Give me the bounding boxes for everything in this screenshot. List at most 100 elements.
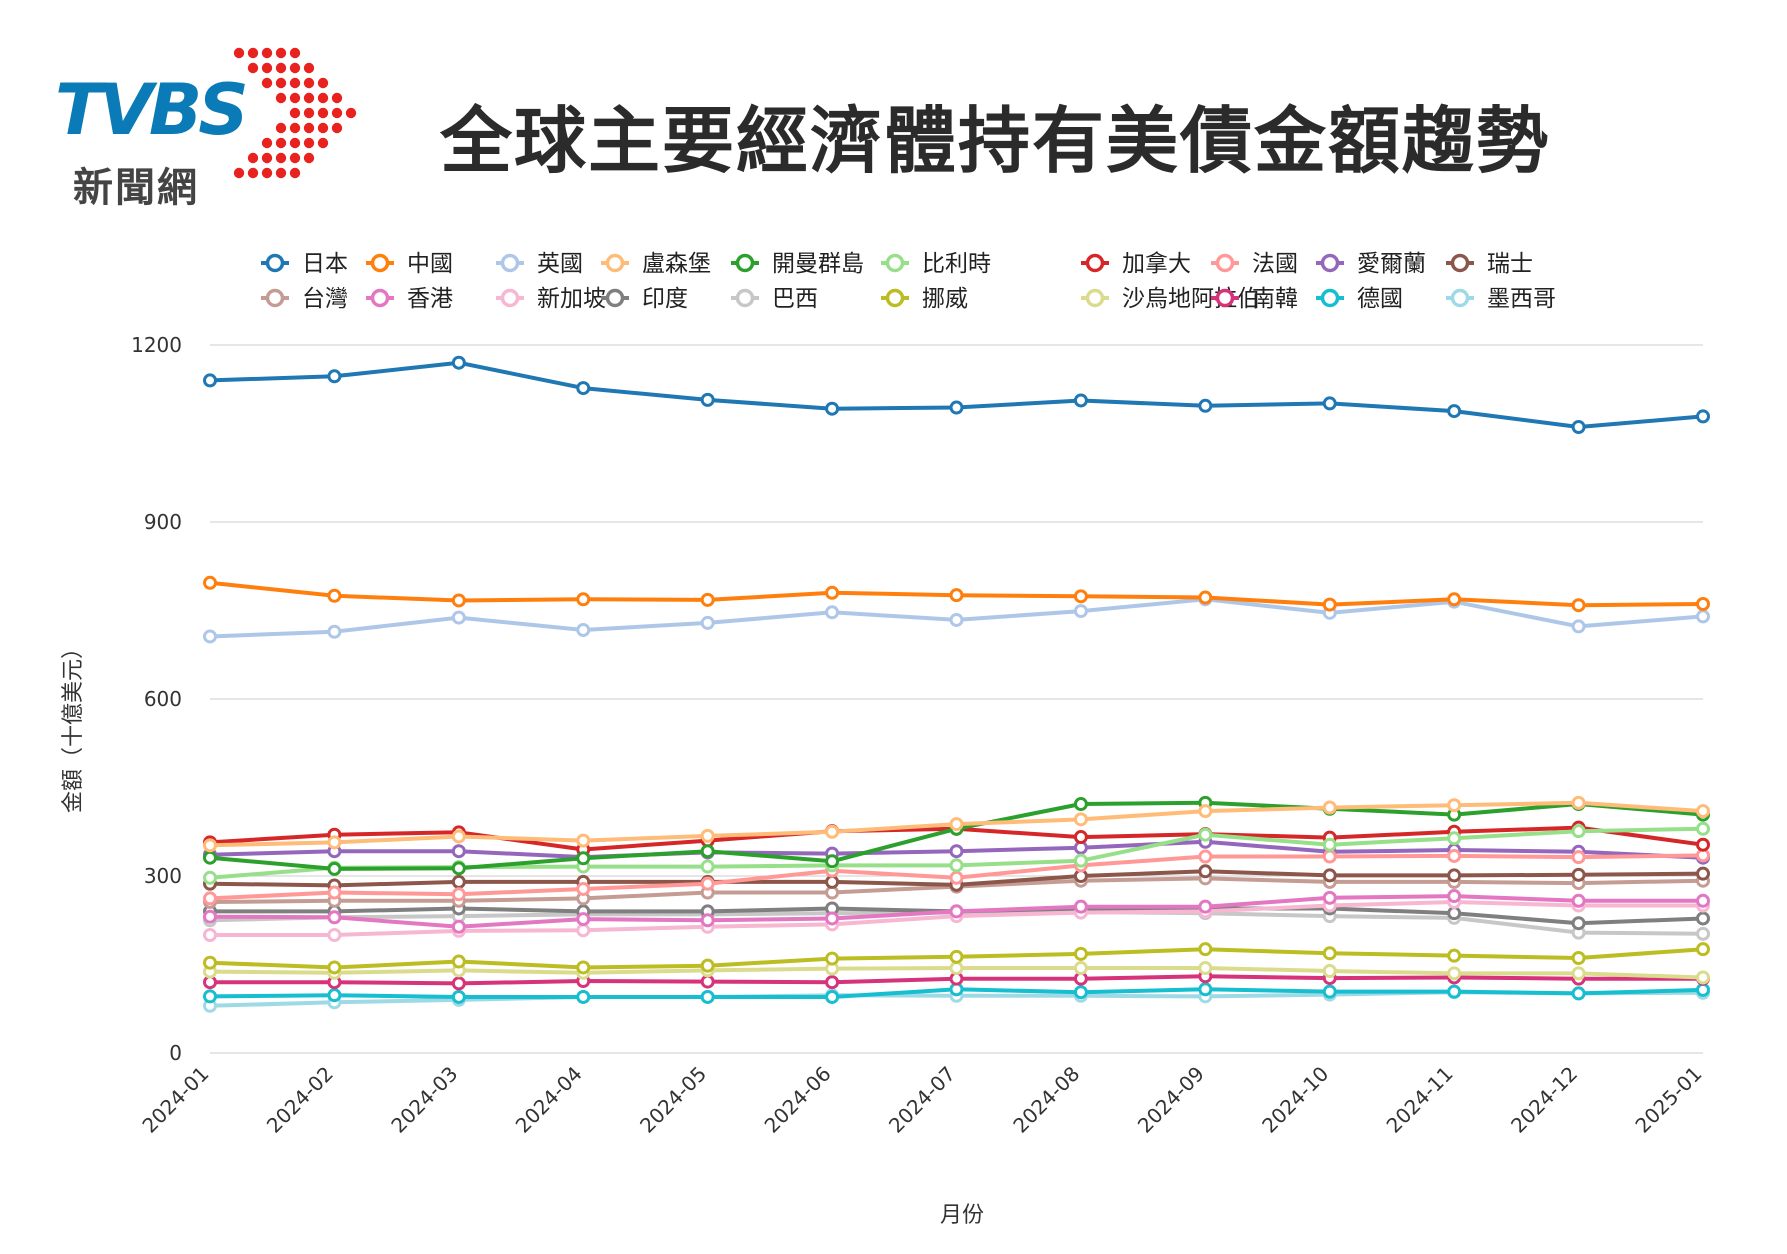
data-point — [1447, 948, 1462, 963]
legend-swatch-marker — [1320, 253, 1340, 273]
data-point — [327, 885, 342, 900]
data-point — [1696, 926, 1710, 941]
data-point — [203, 989, 217, 1004]
data-point — [1198, 864, 1213, 879]
legend-label: 中國 — [407, 251, 453, 277]
data-point — [825, 854, 840, 869]
data-point — [576, 851, 591, 866]
data-point — [1322, 849, 1337, 864]
data-point — [1073, 797, 1088, 812]
legend-swatch-marker — [605, 253, 625, 273]
data-point — [327, 588, 342, 603]
x-tick-label: 2025-01 — [1630, 1062, 1706, 1138]
data-point — [451, 989, 466, 1004]
series-1 — [203, 355, 1710, 435]
data-point — [825, 951, 840, 966]
legend-swatch-marker — [735, 288, 755, 308]
x-axis-title: 月份 — [940, 1203, 984, 1228]
data-point — [203, 909, 217, 924]
y-tick-label: 0 — [169, 1041, 182, 1065]
legend-label: 開曼群島 — [772, 251, 864, 277]
data-point — [1073, 985, 1088, 1000]
logo-dot — [275, 137, 287, 149]
data-point — [1073, 830, 1088, 845]
data-point — [1447, 966, 1462, 981]
data-point — [576, 960, 591, 975]
legend-label: 英國 — [537, 251, 583, 277]
data-point — [1571, 824, 1586, 839]
data-point — [949, 858, 964, 873]
logo-dot — [247, 47, 259, 59]
data-point — [700, 615, 715, 630]
legend-item: 英國 — [496, 251, 583, 277]
logo-dot — [317, 137, 329, 149]
legend-swatch-marker — [1085, 288, 1105, 308]
logo-dot — [303, 137, 315, 149]
y-tick-label: 1200 — [131, 333, 182, 357]
x-tick-label: 2024-03 — [386, 1062, 462, 1138]
data-point — [451, 954, 466, 969]
data-point — [1571, 619, 1586, 634]
legend-label: 台灣 — [302, 286, 348, 312]
legend-label: 墨西哥 — [1487, 286, 1556, 312]
x-tick-label: 2024-01 — [137, 1062, 213, 1138]
x-tick-label: 2024-11 — [1382, 1062, 1458, 1138]
logo-dot — [303, 107, 315, 119]
data-point — [451, 610, 466, 625]
logo-dot — [261, 167, 273, 179]
data-point — [203, 575, 217, 590]
logo-dot — [331, 92, 343, 104]
legend-item: 開曼群島 — [731, 251, 864, 277]
data-point — [825, 874, 840, 889]
data-point — [700, 828, 715, 843]
legend-item: 中國 — [366, 251, 453, 277]
logo-dot — [275, 62, 287, 74]
tvbs-logo: TVBS 新聞網 — [55, 45, 365, 211]
legend-item: 加拿大 — [1081, 250, 1191, 277]
legend-item: 日本 — [261, 251, 348, 277]
data-point — [1198, 961, 1213, 976]
legend-label: 新加坡 — [537, 286, 606, 312]
logo-dot — [275, 122, 287, 134]
data-point — [1447, 848, 1462, 863]
data-point — [1198, 804, 1213, 819]
legend-swatch-marker — [885, 253, 905, 273]
data-point — [576, 381, 591, 396]
series-lines — [203, 355, 1710, 1013]
legend-swatch-marker — [370, 288, 390, 308]
legend-item: 墨西哥 — [1446, 286, 1556, 312]
data-point — [451, 844, 466, 859]
data-point — [1696, 970, 1710, 985]
legend-swatch-marker — [1215, 253, 1235, 273]
series-19 — [203, 982, 1710, 1004]
data-point — [576, 622, 591, 637]
series-16 — [203, 942, 1710, 975]
data-point — [327, 835, 342, 850]
data-point — [700, 958, 715, 973]
data-point — [1447, 984, 1462, 999]
data-point — [327, 624, 342, 639]
logo-dot — [317, 77, 329, 89]
logo-dot — [233, 47, 245, 59]
data-point — [700, 913, 715, 928]
logo-dot — [261, 137, 273, 149]
logo-dot — [289, 92, 301, 104]
legend-swatch-marker — [605, 288, 625, 308]
data-point — [1571, 893, 1586, 908]
logo-dot — [289, 77, 301, 89]
legend-label: 加拿大 — [1122, 250, 1191, 277]
logo-dot — [275, 47, 287, 59]
logo-dot — [303, 122, 315, 134]
data-point — [1447, 906, 1462, 921]
data-point — [327, 910, 342, 925]
data-point — [949, 612, 964, 627]
x-tick-label: 2024-09 — [1133, 1062, 1209, 1138]
data-point — [451, 593, 466, 608]
legend-label: 比利時 — [922, 251, 991, 277]
logo-subtext: 新聞網 — [73, 165, 199, 211]
logo-dot — [289, 47, 301, 59]
legend-label: 南韓 — [1252, 286, 1298, 312]
data-point — [700, 844, 715, 859]
logo-dot — [261, 47, 273, 59]
data-point — [1696, 866, 1710, 881]
